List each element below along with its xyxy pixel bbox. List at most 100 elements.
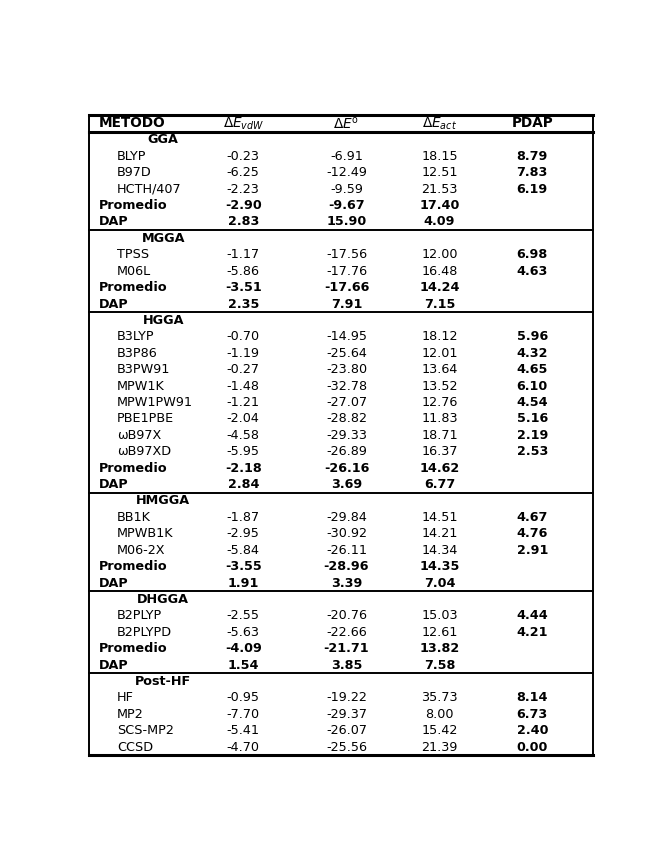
Text: 16.37: 16.37 (421, 445, 458, 458)
Text: -4.70: -4.70 (226, 740, 260, 754)
Text: -25.56: -25.56 (326, 740, 367, 754)
Text: HF: HF (117, 692, 134, 705)
Text: -2.18: -2.18 (225, 461, 262, 475)
Text: -22.66: -22.66 (326, 625, 367, 639)
Text: -28.96: -28.96 (324, 560, 369, 573)
Text: 12.00: 12.00 (421, 248, 458, 261)
Text: GGA: GGA (148, 134, 178, 146)
Text: 2.91: 2.91 (517, 544, 548, 557)
Text: 17.40: 17.40 (419, 199, 460, 212)
Text: 4.21: 4.21 (517, 625, 548, 639)
Text: Promedio: Promedio (99, 281, 167, 294)
Text: -2.23: -2.23 (227, 183, 260, 196)
Text: 13.52: 13.52 (421, 380, 458, 392)
Text: 3.85: 3.85 (331, 659, 362, 671)
Text: MPW1K: MPW1K (117, 380, 165, 392)
Text: 2.53: 2.53 (517, 445, 548, 458)
Text: CCSD: CCSD (117, 740, 153, 754)
Text: B3P86: B3P86 (117, 346, 158, 360)
Text: 16.48: 16.48 (421, 265, 458, 277)
Text: 4.76: 4.76 (517, 528, 548, 540)
Text: B2PLYPD: B2PLYPD (117, 625, 172, 639)
Text: -0.27: -0.27 (226, 363, 260, 376)
Text: 7.83: 7.83 (517, 166, 548, 180)
Text: 14.35: 14.35 (419, 560, 460, 573)
Text: -20.76: -20.76 (326, 609, 367, 622)
Text: B97D: B97D (117, 166, 152, 180)
Text: -9.59: -9.59 (330, 183, 363, 196)
Text: MGGA: MGGA (141, 231, 185, 245)
Text: -6.91: -6.91 (330, 150, 363, 163)
Text: MP2: MP2 (117, 708, 144, 721)
Text: ωB97X: ωB97X (117, 429, 161, 442)
Text: -2.90: -2.90 (225, 199, 262, 212)
Text: 5.96: 5.96 (517, 330, 548, 343)
Text: 21.39: 21.39 (421, 740, 458, 754)
Text: -3.51: -3.51 (225, 281, 262, 294)
Text: 4.32: 4.32 (517, 346, 548, 360)
Text: DAP: DAP (99, 577, 129, 590)
Text: -17.76: -17.76 (326, 265, 367, 277)
Text: -17.66: -17.66 (324, 281, 369, 294)
Text: Promedio: Promedio (99, 643, 167, 655)
Text: -27.07: -27.07 (326, 396, 367, 409)
Text: -1.21: -1.21 (226, 396, 260, 409)
Text: DAP: DAP (99, 298, 129, 311)
Text: -29.37: -29.37 (326, 708, 367, 721)
Text: DAP: DAP (99, 215, 129, 228)
Text: HCTH/407: HCTH/407 (117, 183, 181, 196)
Text: Promedio: Promedio (99, 199, 167, 212)
Text: -17.56: -17.56 (326, 248, 367, 261)
Text: M06-2X: M06-2X (117, 544, 165, 557)
Text: -1.19: -1.19 (226, 346, 260, 360)
Text: 12.61: 12.61 (421, 625, 458, 639)
Text: -12.49: -12.49 (326, 166, 367, 180)
Text: 2.83: 2.83 (228, 215, 259, 228)
Text: MPWB1K: MPWB1K (117, 528, 173, 540)
Text: 6.10: 6.10 (517, 380, 548, 392)
Text: $\Delta E_{act}$: $\Delta E_{act}$ (422, 115, 457, 132)
Text: DAP: DAP (99, 478, 129, 491)
Text: -23.80: -23.80 (326, 363, 367, 376)
Text: 2.40: 2.40 (517, 724, 548, 737)
Text: $\Delta E^{\mathrm{o}}$: $\Delta E^{\mathrm{o}}$ (334, 116, 360, 131)
Text: 2.19: 2.19 (517, 429, 548, 442)
Text: -29.84: -29.84 (326, 511, 367, 524)
Text: DAP: DAP (99, 659, 129, 671)
Text: -14.95: -14.95 (326, 330, 367, 343)
Text: 3.39: 3.39 (331, 577, 362, 590)
Text: -1.87: -1.87 (226, 511, 260, 524)
Text: HMGGA: HMGGA (136, 494, 190, 507)
Text: -0.70: -0.70 (226, 330, 260, 343)
Text: -26.89: -26.89 (326, 445, 367, 458)
Text: 11.83: 11.83 (421, 413, 458, 426)
Text: DHGGA: DHGGA (137, 593, 189, 606)
Text: -5.95: -5.95 (226, 445, 260, 458)
Text: -30.92: -30.92 (326, 528, 367, 540)
Text: Promedio: Promedio (99, 560, 167, 573)
Text: 14.24: 14.24 (419, 281, 460, 294)
Text: TPSS: TPSS (117, 248, 149, 261)
Text: -5.86: -5.86 (226, 265, 260, 277)
Text: B3LYP: B3LYP (117, 330, 155, 343)
Text: -25.64: -25.64 (326, 346, 367, 360)
Text: PBE1PBE: PBE1PBE (117, 413, 174, 426)
Text: -21.71: -21.71 (324, 643, 370, 655)
Text: -5.41: -5.41 (226, 724, 260, 737)
Text: -0.23: -0.23 (226, 150, 260, 163)
Text: 12.01: 12.01 (421, 346, 458, 360)
Text: M06L: M06L (117, 265, 151, 277)
Text: 6.73: 6.73 (517, 708, 548, 721)
Text: BB1K: BB1K (117, 511, 151, 524)
Text: -2.04: -2.04 (227, 413, 260, 426)
Text: 2.84: 2.84 (228, 478, 259, 491)
Text: -4.58: -4.58 (226, 429, 260, 442)
Text: -2.95: -2.95 (227, 528, 260, 540)
Text: 7.15: 7.15 (424, 298, 455, 311)
Text: ωB97XD: ωB97XD (117, 445, 171, 458)
Text: 14.34: 14.34 (421, 544, 458, 557)
Text: 7.58: 7.58 (424, 659, 455, 671)
Text: 13.82: 13.82 (420, 643, 460, 655)
Text: $\Delta E_{vdW}$: $\Delta E_{vdW}$ (222, 115, 264, 132)
Text: 14.62: 14.62 (420, 461, 460, 475)
